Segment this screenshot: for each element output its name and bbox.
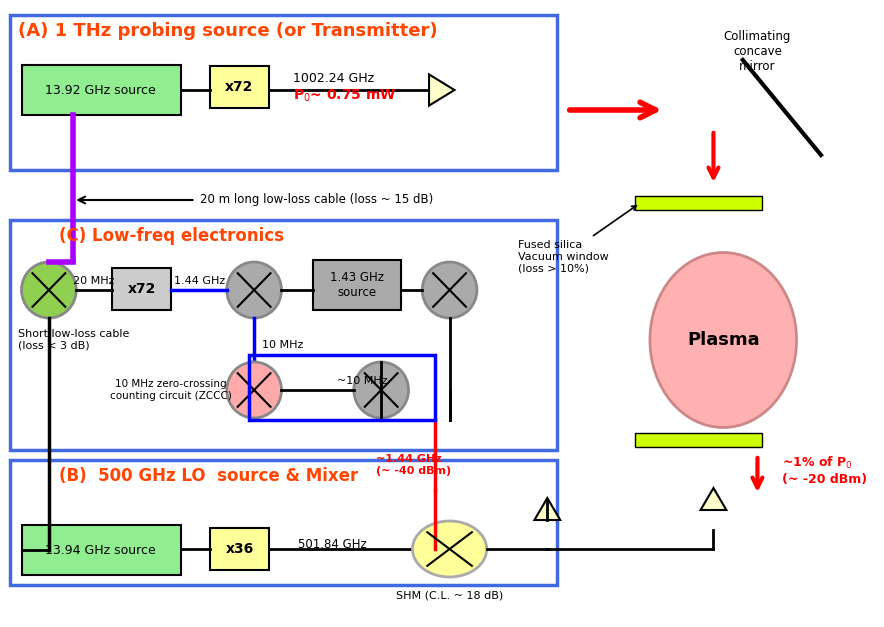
Polygon shape xyxy=(700,488,727,510)
Text: 13.92 GHz source: 13.92 GHz source xyxy=(45,83,156,97)
Text: 1.44 GHz: 1.44 GHz xyxy=(174,276,225,286)
Text: 20 m long low-loss cable (loss ~ 15 dB): 20 m long low-loss cable (loss ~ 15 dB) xyxy=(201,194,434,206)
FancyBboxPatch shape xyxy=(21,525,181,575)
Text: (C) Low-freq electronics: (C) Low-freq electronics xyxy=(58,227,284,245)
FancyBboxPatch shape xyxy=(636,196,762,210)
Text: (A) 1 THz probing source (or Transmitter): (A) 1 THz probing source (or Transmitter… xyxy=(18,22,438,40)
Bar xyxy=(10,220,557,450)
Text: 13.94 GHz source: 13.94 GHz source xyxy=(45,544,156,557)
Bar xyxy=(249,355,435,420)
Text: x72: x72 xyxy=(127,282,156,296)
Text: 1002.24 GHz: 1002.24 GHz xyxy=(293,72,374,85)
Text: Short low-loss cable
(loss < 3 dB): Short low-loss cable (loss < 3 dB) xyxy=(18,329,129,350)
Text: 10 MHz zero-crossing
counting circuit (ZCCC): 10 MHz zero-crossing counting circuit (Z… xyxy=(110,379,232,401)
Ellipse shape xyxy=(413,521,487,577)
Polygon shape xyxy=(429,75,454,105)
Polygon shape xyxy=(535,498,560,520)
FancyBboxPatch shape xyxy=(21,65,181,115)
Text: 501.84 GHz: 501.84 GHz xyxy=(298,538,367,551)
Circle shape xyxy=(354,362,408,418)
Text: P$_0$~ 0.75 mW: P$_0$~ 0.75 mW xyxy=(293,88,397,105)
Circle shape xyxy=(423,262,477,318)
Ellipse shape xyxy=(650,253,796,428)
FancyBboxPatch shape xyxy=(210,66,269,108)
FancyBboxPatch shape xyxy=(636,433,762,447)
Bar xyxy=(10,15,557,170)
Text: 1.43 GHz
source: 1.43 GHz source xyxy=(330,271,384,299)
Text: Plasma: Plasma xyxy=(687,331,759,349)
FancyBboxPatch shape xyxy=(112,268,171,310)
Text: ~1.44 GHz
(~ -40 dBm): ~1.44 GHz (~ -40 dBm) xyxy=(377,454,452,476)
Text: ~1% of P$_0$
(~ -20 dBm): ~1% of P$_0$ (~ -20 dBm) xyxy=(781,455,867,485)
Text: x36: x36 xyxy=(225,542,254,556)
Text: 10 MHz: 10 MHz xyxy=(262,340,303,350)
Text: Fused silica
Vacuum window
(loss > 10%): Fused silica Vacuum window (loss > 10%) xyxy=(518,206,636,273)
Circle shape xyxy=(226,362,281,418)
Circle shape xyxy=(226,262,281,318)
Text: x72: x72 xyxy=(225,80,254,94)
Text: (B)  500 GHz LO  source & Mixer: (B) 500 GHz LO source & Mixer xyxy=(58,467,358,485)
Text: Collimating
concave
mirror: Collimating concave mirror xyxy=(724,30,791,73)
Text: 20 MHz: 20 MHz xyxy=(73,276,115,286)
FancyBboxPatch shape xyxy=(210,528,269,570)
FancyBboxPatch shape xyxy=(313,260,400,310)
Bar xyxy=(10,460,557,585)
Text: SHM (C.L. ~ 18 dB): SHM (C.L. ~ 18 dB) xyxy=(396,590,503,600)
Circle shape xyxy=(21,262,76,318)
Text: ~10 MHz: ~10 MHz xyxy=(337,376,388,386)
